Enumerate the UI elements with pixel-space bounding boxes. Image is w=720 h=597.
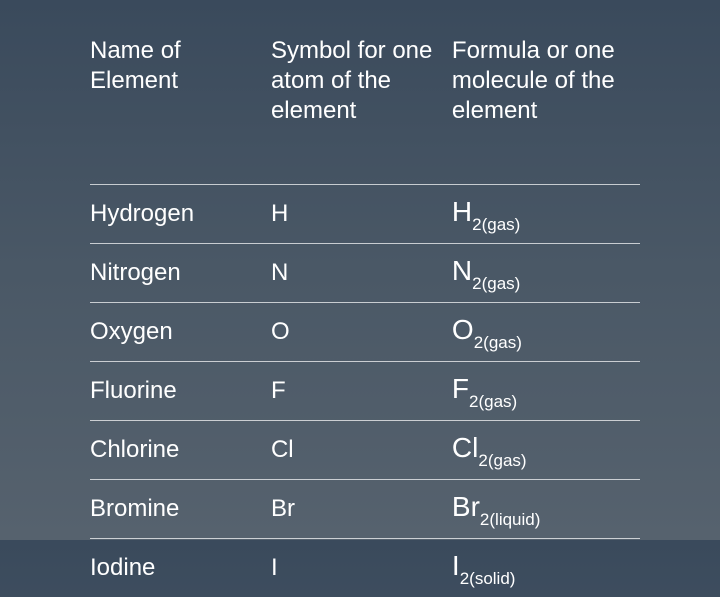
table-row: HydrogenHH2(gas) [90,184,640,243]
formula-base: H [452,196,472,227]
formula-base: Cl [452,432,478,463]
cell-symbol: Cl [271,436,442,465]
cell-element-name: Nitrogen [90,259,261,288]
col-header-symbol: Symbol for one atom of the element [271,36,442,126]
formula-base: N [452,255,472,286]
formula-base: I [452,550,460,581]
formula-subscript: 2(gas) [478,451,526,470]
cell-symbol: N [271,259,442,288]
cell-symbol: I [271,554,442,583]
cell-formula: N2(gas) [452,254,640,292]
cell-element-name: Iodine [90,554,261,583]
table-row: BromineBrBr2(liquid) [90,479,640,538]
table-row: NitrogenNN2(gas) [90,243,640,302]
cell-symbol: Br [271,495,442,524]
cell-formula: F2(gas) [452,372,640,410]
cell-element-name: Bromine [90,495,261,524]
formula-subscript: 2(gas) [474,333,522,352]
elements-table: Name of Element Symbol for one atom of t… [90,30,640,597]
formula-subscript: 2(gas) [472,274,520,293]
formula-base: O [452,314,474,345]
cell-symbol: F [271,377,442,406]
cell-element-name: Hydrogen [90,200,261,229]
cell-element-name: Fluorine [90,377,261,406]
formula-subscript: 2(gas) [469,392,517,411]
cell-element-name: Chlorine [90,436,261,465]
formula-subscript: 2(liquid) [480,510,540,529]
table-row: ChlorineClCl2(gas) [90,420,640,479]
formula-base: F [452,373,469,404]
formula-subscript: 2(solid) [460,569,516,588]
cell-element-name: Oxygen [90,318,261,347]
cell-formula: H2(gas) [452,195,640,233]
col-header-formula: Formula or one molecule of the element [452,36,640,126]
col-header-name: Name of Element [90,36,261,96]
cell-formula: O2(gas) [452,313,640,351]
cell-symbol: H [271,200,442,229]
table-header-row: Name of Element Symbol for one atom of t… [90,30,640,126]
table-row: OxygenOO2(gas) [90,302,640,361]
cell-symbol: O [271,318,442,347]
cell-formula: Br2(liquid) [452,490,640,528]
table-row: FluorineFF2(gas) [90,361,640,420]
formula-subscript: 2(gas) [472,215,520,234]
table-row: IodineII2(solid) [90,538,640,597]
formula-base: Br [452,491,480,522]
cell-formula: Cl2(gas) [452,431,640,469]
cell-formula: I2(solid) [452,549,640,587]
